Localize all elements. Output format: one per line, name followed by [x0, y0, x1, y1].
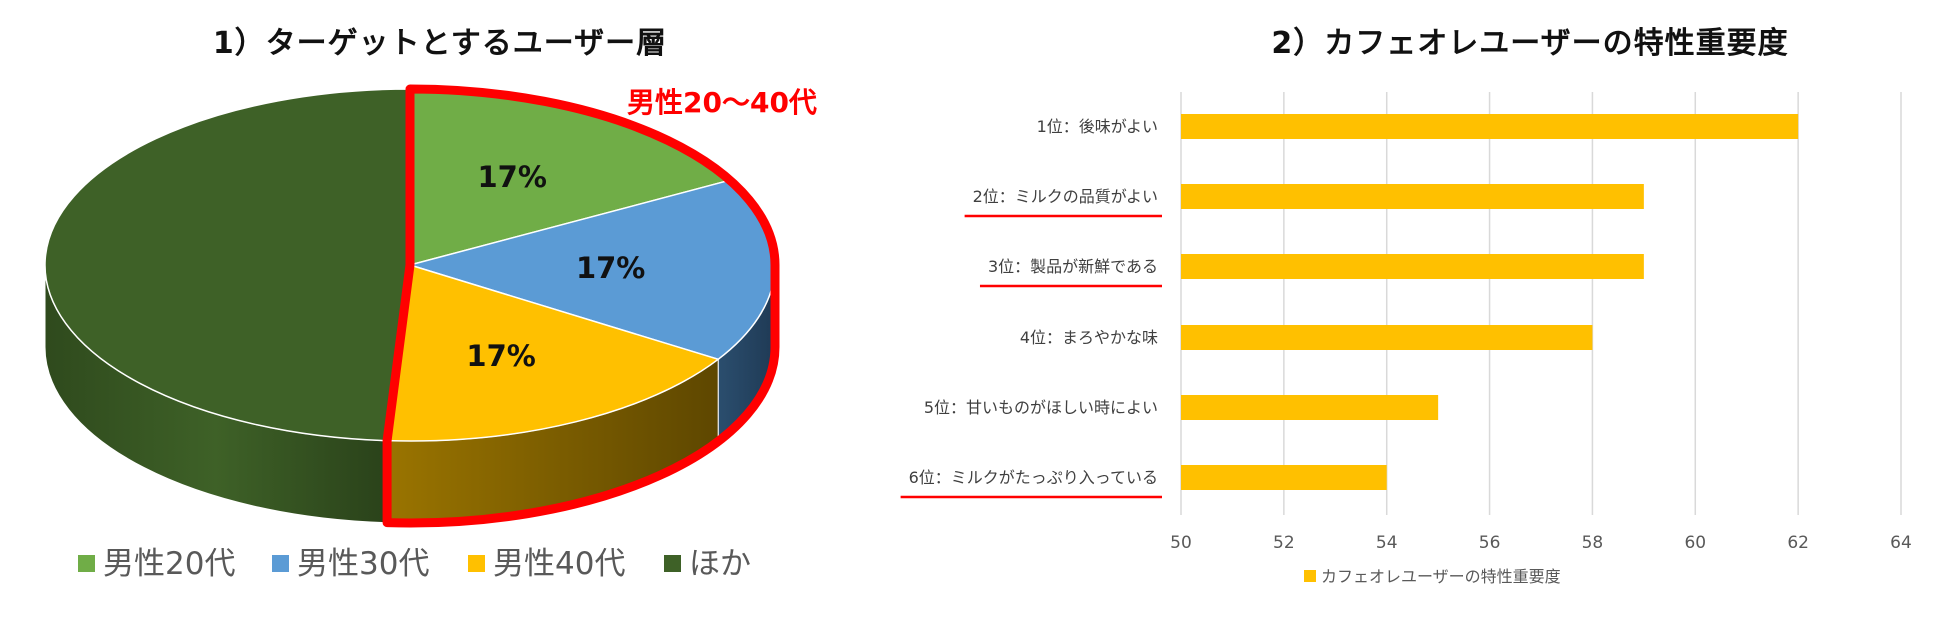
category-label-2: 2位：ミルクの品質がよい	[973, 187, 1158, 206]
category-label-4: 4位：まろやかな味	[1020, 328, 1158, 347]
category-label-5: 5位：甘いものがほしい時によい	[924, 398, 1158, 417]
x-tick-label: 60	[1684, 533, 1706, 553]
svg-text:男性40代: 男性40代	[493, 546, 625, 582]
bar-1	[1181, 114, 1799, 139]
bar-4	[1181, 325, 1593, 350]
category-label-6: 6位：ミルクがたっぷり入っている	[909, 468, 1158, 487]
x-tick-label: 62	[1787, 533, 1809, 553]
pie-chart: 17% 17% 17% 男性20〜40代 男性20代 男性30代 男性40代 ほか	[44, 84, 817, 582]
pie-data-label-0: 17%	[477, 160, 546, 194]
svg-text:男性30代: 男性30代	[297, 546, 429, 582]
x-tick-label: 58	[1582, 533, 1604, 553]
bar-chart: 50 52 54 56 58 60 62 64 1位：後味がよい 2位：ミルクの品質がよい 3位：製…	[900, 92, 1912, 586]
pie-slice-2	[386, 264, 720, 442]
bar-3	[1181, 254, 1644, 279]
pie-legend-item-3: ほか	[664, 546, 751, 582]
pie-data-label-2: 17%	[466, 339, 535, 373]
highlight-outline	[382, 84, 780, 528]
pie-legend-item-0: 男性20代	[78, 546, 235, 582]
x-tick-label: 54	[1376, 533, 1398, 553]
highlight-annotation: 男性20〜40代	[627, 86, 817, 119]
bar-legend: カフェオレユーザーの特性重要度	[1304, 567, 1561, 586]
pie-legend-item-2: 男性40代	[468, 546, 625, 582]
pie-chart-title: 1）ターゲットとするユーザー層	[212, 26, 668, 61]
bar-6	[1181, 465, 1387, 490]
svg-text:男性20代: 男性20代	[103, 546, 235, 582]
x-tick-label: 64	[1890, 533, 1912, 553]
bar-2	[1181, 184, 1644, 209]
svg-text:カフェオレユーザーの特性重要度: カフェオレユーザーの特性重要度	[1321, 567, 1561, 586]
bar-chart-title: 2）カフェオレユーザーの特性重要度	[1271, 26, 1789, 61]
x-tick-label: 52	[1273, 533, 1295, 553]
svg-text:ほか: ほか	[689, 546, 751, 582]
x-tick-label: 56	[1479, 533, 1501, 553]
pie-legend-item-1: 男性30代	[272, 546, 429, 582]
x-tick-label: 50	[1170, 533, 1192, 553]
bar-5	[1181, 395, 1439, 420]
pie-slice-3	[44, 88, 411, 442]
category-label-1: 1位：後味がよい	[1037, 117, 1158, 136]
pie-data-label-1: 17%	[576, 251, 645, 285]
category-label-3: 3位：製品が新鮮である	[988, 257, 1158, 276]
